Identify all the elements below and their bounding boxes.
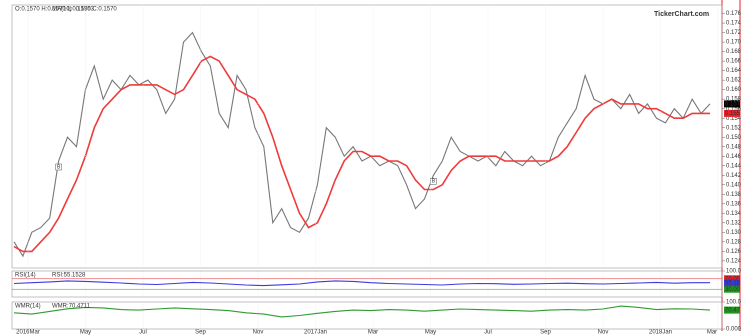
- legend-name: RSI:55.1528: [52, 273, 86, 279]
- y-tick-label: 0.168: [726, 49, 742, 55]
- end-label-box: [724, 279, 740, 287]
- end-label-box: [724, 109, 740, 117]
- y-tick-label: 0.126: [726, 249, 742, 255]
- panel-header: WMR(14): [15, 304, 41, 310]
- end-label-box: [724, 306, 740, 314]
- y-tick-label: 0.156: [726, 106, 742, 112]
- y-tick-label: 0.158: [726, 97, 742, 103]
- y-tick-label: 0.140: [726, 182, 742, 188]
- annotation-box: [55, 163, 62, 171]
- y-tick-label: 0.130: [726, 230, 742, 236]
- level-box: [724, 275, 740, 283]
- x-tick-label: Jul: [139, 330, 147, 335]
- y-tick-label: 0.124: [726, 258, 742, 264]
- x-tick-label: Sep: [195, 330, 206, 335]
- end-label-box: [724, 100, 740, 108]
- end-label: 0.157: [725, 102, 741, 108]
- x-tick-label: May: [425, 330, 436, 335]
- y-tick-label: 0.174: [726, 21, 742, 27]
- legend-value: 0.1553: [76, 7, 95, 13]
- y-tick-label: 0.136: [726, 201, 742, 207]
- level-axis-label: 30.00: [725, 287, 741, 293]
- y-tick-label: 0.142: [726, 173, 742, 179]
- x-tick-label: Nov: [253, 330, 264, 335]
- series-line: [13, 305, 711, 318]
- panel: [11, 4, 723, 269]
- y-tick-label: 0.000: [726, 327, 742, 333]
- x-tick-label: 2018Jan: [649, 330, 672, 335]
- end-label: 55.15: [725, 280, 741, 286]
- x-tick-label: Nov: [598, 330, 609, 335]
- panel: [11, 270, 723, 298]
- y-tick-label: 100.0: [726, 269, 742, 275]
- y-tick-label: 0.166: [726, 59, 742, 65]
- y-tick-label: 0.132: [726, 220, 742, 226]
- y-tick-label: 0.134: [726, 211, 742, 217]
- annotation: B: [432, 179, 436, 185]
- y-tick-label: 0.146: [726, 154, 742, 160]
- y-tick-label: 0.162: [726, 78, 742, 84]
- watermark: TickerChart.com: [654, 11, 709, 18]
- y-tick-label: 0.172: [726, 30, 742, 36]
- x-tick-label: 2017Jan: [304, 330, 327, 335]
- y-tick-label: 0.150: [726, 135, 742, 141]
- series-line: [13, 55, 710, 253]
- y-tick-label: 0.148: [726, 144, 742, 150]
- panel: [11, 301, 723, 330]
- y-tick-label: 0.138: [726, 192, 742, 198]
- x-tick-label: Jul: [484, 330, 492, 335]
- series-line: [13, 31, 711, 258]
- legend-name: MA(10): [52, 7, 72, 13]
- y-tick-label: 0.154: [726, 116, 742, 122]
- level-box: [724, 285, 740, 293]
- panel-header: O:0.1570 H:0.1570 L:0.1570 C:0.1570: [15, 7, 117, 13]
- y-tick-label: 0.164: [726, 68, 742, 74]
- x-tick-label: May: [80, 330, 91, 335]
- y-tick-label: 0.144: [726, 163, 742, 169]
- x-tick-label: 2016Mar: [16, 330, 40, 335]
- y-tick-label: 0.170: [726, 40, 742, 46]
- x-tick-label: Mar: [368, 330, 378, 335]
- y-tick-label: 0.152: [726, 125, 742, 131]
- series-line: [13, 280, 710, 287]
- end-label: 70.47: [725, 308, 741, 314]
- y-tick-label: 100.0: [726, 300, 742, 306]
- y-tick-label: 0.176: [726, 11, 742, 17]
- x-tick-label: Mar: [707, 330, 717, 335]
- end-label: 0.155: [725, 111, 741, 117]
- panel-header: RSI(14): [15, 273, 36, 279]
- x-tick-label: Sep: [540, 330, 551, 335]
- legend-name: WMR:70.4711: [52, 304, 91, 310]
- annotation: B: [57, 164, 61, 170]
- y-tick-label: 0.160: [726, 87, 742, 93]
- y-tick-label: 0.128: [726, 239, 742, 245]
